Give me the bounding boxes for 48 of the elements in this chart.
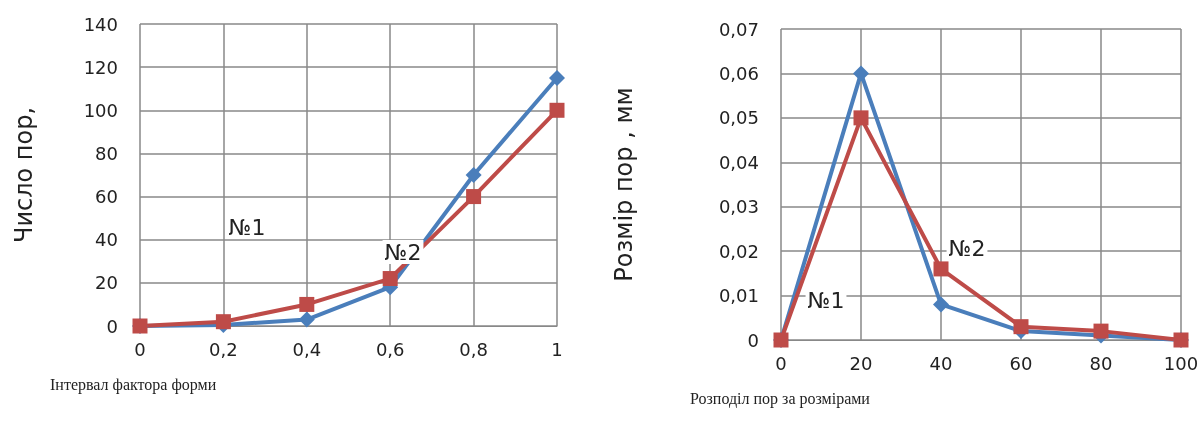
point bbox=[853, 65, 869, 82]
y-tick-label: 0,05 bbox=[718, 107, 759, 129]
y-tick-label: 0,07 bbox=[718, 18, 759, 40]
point bbox=[1013, 319, 1029, 335]
point bbox=[853, 110, 869, 126]
x-tick-label: 0 bbox=[134, 338, 146, 360]
point bbox=[549, 69, 565, 86]
point bbox=[465, 167, 482, 183]
y-tick-label: 40 bbox=[95, 229, 118, 251]
y-tick-label: 0,02 bbox=[718, 240, 759, 262]
y-tick-label: 0,03 bbox=[718, 196, 759, 218]
y-axis-title: Розмір пор , мм bbox=[610, 87, 638, 282]
y-axis-title: Число пор, bbox=[10, 106, 38, 244]
x-tick-label: 40 bbox=[929, 352, 953, 374]
point bbox=[382, 271, 398, 287]
point bbox=[298, 311, 315, 328]
y-tick-label: 0,01 bbox=[718, 285, 759, 307]
x-tick-label: 0 bbox=[775, 352, 787, 374]
annotation: №1 bbox=[228, 214, 266, 240]
x-tick-label: 60 bbox=[1009, 352, 1033, 374]
x-tick-label: 0,2 bbox=[209, 338, 238, 360]
annotation: №2 bbox=[384, 239, 422, 265]
y-tick-label: 20 bbox=[95, 272, 118, 294]
y-tick-label: 100 bbox=[83, 99, 118, 121]
x-tick-label: 0,8 bbox=[459, 338, 488, 360]
point bbox=[1093, 323, 1109, 339]
x-tick-label: 100 bbox=[1163, 352, 1199, 374]
point bbox=[549, 102, 565, 118]
y-tick-label: 120 bbox=[83, 56, 118, 78]
point bbox=[933, 296, 949, 313]
x-tick-label: 0,6 bbox=[375, 338, 405, 360]
point bbox=[933, 261, 949, 277]
y-tick-label: 140 bbox=[83, 13, 118, 35]
point bbox=[299, 296, 315, 312]
annotation: №1 bbox=[807, 287, 845, 313]
x-axis-title: Інтервал фактора форми bbox=[50, 375, 217, 394]
x-tick-label: 20 bbox=[849, 352, 873, 374]
y-tick-label: 80 bbox=[95, 142, 118, 164]
x-tick-label: 1 bbox=[551, 338, 563, 360]
annotation: №2 bbox=[948, 235, 986, 261]
y-tick-label: 0,04 bbox=[718, 151, 759, 173]
y-tick-label: 0,06 bbox=[718, 62, 759, 84]
x-tick-label: 80 bbox=[1089, 352, 1113, 374]
y-tick-label: 0 bbox=[106, 315, 118, 337]
x-tick-label: 0,4 bbox=[292, 338, 322, 360]
point bbox=[466, 189, 482, 205]
y-tick-label: 60 bbox=[95, 186, 118, 208]
x-axis-title: Розподіл пор за розмірами bbox=[690, 389, 871, 408]
